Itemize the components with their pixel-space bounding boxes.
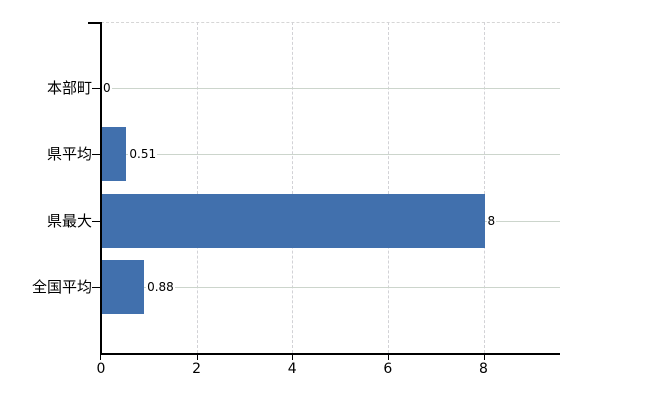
x-axis-tick (100, 355, 101, 360)
category-label: 全国平均 (31, 277, 92, 296)
gridline-horizontal (102, 286, 560, 288)
gridline-horizontal (102, 88, 560, 90)
plot-top-border (101, 22, 560, 23)
bar-value-label: 8 (486, 212, 497, 229)
bar-value-label: 0 (102, 80, 112, 97)
y-axis-tick (92, 220, 100, 222)
bar[interactable] (102, 193, 485, 248)
bar-value-label: 0.88 (146, 278, 175, 295)
bar[interactable] (102, 127, 127, 182)
y-axis-tick (92, 88, 100, 90)
gridline-vertical (483, 22, 485, 353)
gridline-vertical (196, 22, 198, 353)
bar[interactable] (102, 259, 145, 314)
x-tick-label: 4 (287, 361, 297, 377)
y-axis-top-tick (88, 22, 101, 24)
x-axis-tick (196, 355, 198, 360)
y-axis-line (100, 22, 102, 355)
y-axis-tick (92, 286, 100, 288)
bar-value-label: 0.51 (128, 146, 158, 163)
y-axis-tick (92, 154, 100, 156)
x-tick-label: 0 (96, 361, 106, 377)
category-label: 県平均 (46, 145, 92, 164)
x-tick-label: 8 (479, 361, 488, 377)
x-axis-tick (387, 355, 389, 360)
category-label: 県最大 (46, 211, 92, 230)
x-tick-label: 2 (192, 361, 202, 377)
gridline-vertical (292, 22, 294, 353)
gridline-vertical (387, 22, 389, 353)
x-axis-tick (483, 355, 485, 360)
x-tick-label: 6 (383, 361, 393, 377)
x-axis-line (100, 353, 560, 355)
x-axis-tick (292, 355, 294, 360)
category-label: 本部町 (46, 79, 92, 98)
gridline-horizontal (102, 154, 560, 156)
